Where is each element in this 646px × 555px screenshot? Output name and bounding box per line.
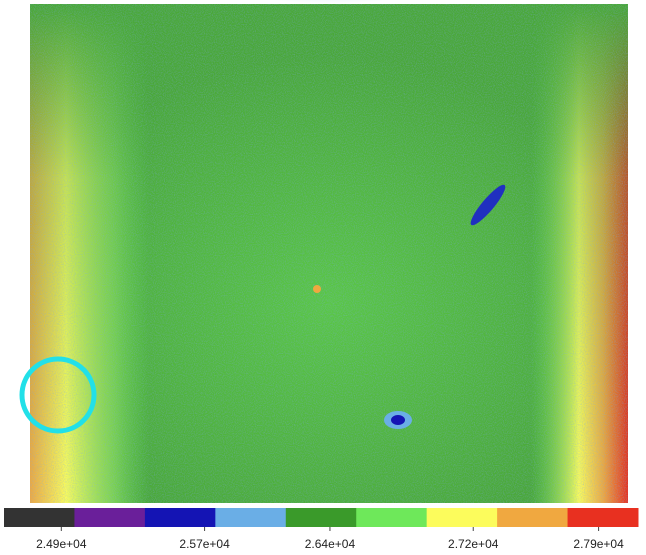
colorbar-segment [426, 508, 498, 527]
colorbar-segment [497, 508, 569, 527]
tick-label: 2.57e+04 [179, 537, 230, 551]
colorbar-segment [215, 508, 287, 527]
sky-image [0, 0, 646, 503]
tick-label: 2.64e+04 [305, 537, 356, 551]
tick-label: 2.72e+04 [448, 537, 499, 551]
colorbar-segment [144, 508, 216, 527]
tick-label: 2.49e+04 [36, 537, 87, 551]
tick-label: 2.79e+04 [573, 537, 624, 551]
colorbar-segment [567, 508, 639, 527]
colorbar-segment [74, 508, 146, 527]
colorbar-segment [285, 508, 357, 527]
colorbar: 2.49e+04 2.57e+04 2.64e+04 2.72e+04 2.79e+04 [4, 508, 639, 551]
colorbar-segment [356, 508, 428, 527]
highlight-circle [19, 356, 97, 434]
colorbar-segment [4, 508, 75, 527]
